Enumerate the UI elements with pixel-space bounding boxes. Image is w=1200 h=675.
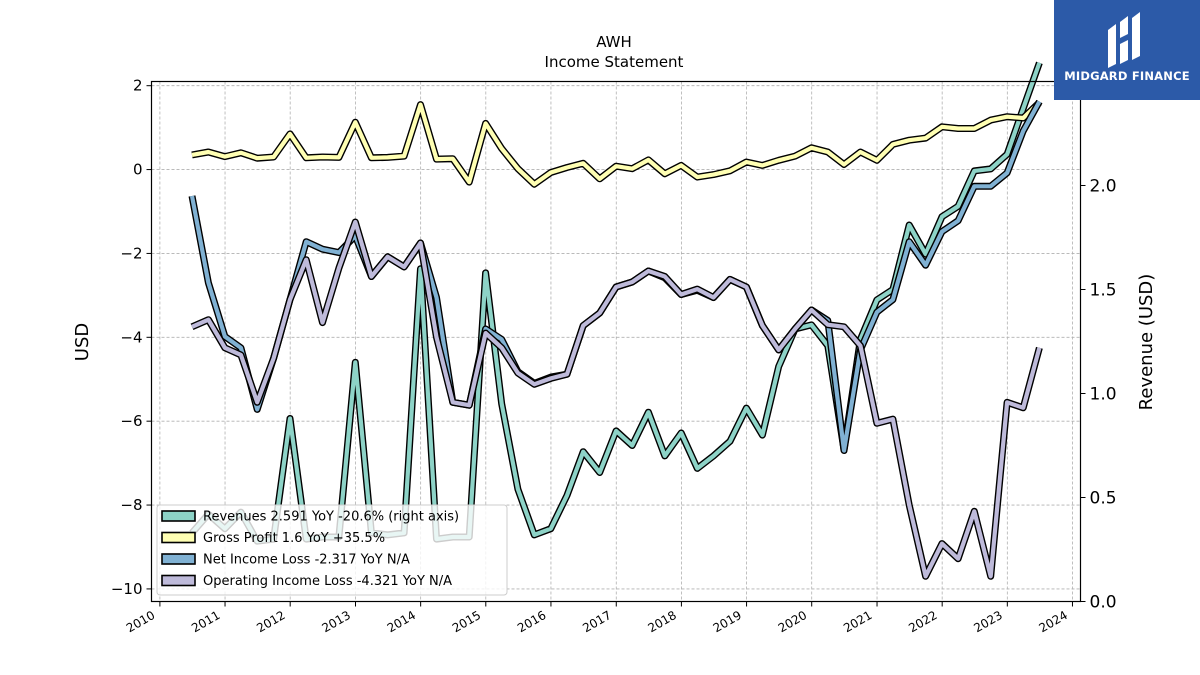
y-tick-label-left: −2 bbox=[120, 244, 142, 262]
x-tick-label: 2018 bbox=[645, 608, 678, 635]
x-tick-label: 2021 bbox=[841, 608, 874, 635]
legend-item: Net Income Loss -2.317 YoY N/A bbox=[161, 553, 410, 568]
midgard-finance-logo: MIDGARD FINANCE bbox=[1054, 0, 1200, 100]
legend-label: Operating Income Loss -4.321 YoY N/A bbox=[203, 574, 452, 589]
legend-item: Operating Income Loss -4.321 YoY N/A bbox=[161, 574, 452, 589]
legend-label: Gross Profit 1.6 YoY +35.5% bbox=[203, 531, 385, 546]
x-tick-label: 2022 bbox=[906, 608, 939, 635]
y-tick-label-left: 0 bbox=[133, 161, 143, 179]
x-tick-label: 2019 bbox=[711, 608, 744, 635]
x-tick-label: 2020 bbox=[776, 608, 809, 635]
legend: Revenues 2.591 YoY -20.6% (right axis) Gr… bbox=[156, 504, 508, 596]
y-tick-label-right: 0.0 bbox=[1090, 593, 1117, 613]
legend-swatch bbox=[161, 553, 196, 565]
series-lines bbox=[188, 61, 1043, 580]
x-tick-label: 2016 bbox=[515, 608, 548, 635]
midgard-logo-icon bbox=[1108, 12, 1140, 68]
y-axis-label-left: USD bbox=[72, 323, 93, 361]
chart-subtitle: Income Statement bbox=[545, 53, 684, 71]
series-gross-profit bbox=[191, 99, 1042, 188]
chart-title: AWH bbox=[596, 33, 632, 51]
legend-item: Gross Profit 1.6 YoY +35.5% bbox=[161, 531, 385, 546]
x-tick-label: 2012 bbox=[254, 608, 287, 635]
y-axis-label-right: Revenue (USD) bbox=[1136, 274, 1157, 411]
y-tick-label-right: 1.0 bbox=[1090, 385, 1117, 405]
legend-swatch bbox=[161, 531, 196, 544]
x-tick-label: 2023 bbox=[971, 608, 1004, 635]
y-tick-label-left: −4 bbox=[120, 328, 142, 346]
legend-swatch bbox=[161, 574, 196, 587]
y-tick-label-right: 1.5 bbox=[1090, 281, 1117, 301]
y-tick-label-left: −8 bbox=[120, 496, 142, 514]
x-tick-label: 2013 bbox=[320, 608, 353, 635]
series-operating-income-loss bbox=[190, 218, 1043, 580]
legend-label: Net Income Loss -2.317 YoY N/A bbox=[203, 553, 410, 568]
legend-box bbox=[156, 504, 508, 596]
x-tick-label: 2017 bbox=[580, 608, 613, 635]
legend-swatch bbox=[161, 510, 196, 522]
y-tick-label-right: 0.5 bbox=[1090, 489, 1117, 509]
x-tick-label: 2014 bbox=[385, 608, 418, 635]
x-tick-label: 2011 bbox=[189, 608, 222, 635]
y-tick-label-left: 2 bbox=[133, 77, 143, 95]
series-outline bbox=[191, 99, 1042, 188]
x-tick-label: 2015 bbox=[450, 608, 483, 635]
series-line bbox=[191, 100, 1041, 187]
x-tick-label: 2010 bbox=[124, 608, 157, 635]
y-tick-label-left: −6 bbox=[120, 412, 142, 430]
x-tick-label: 2024 bbox=[1037, 608, 1070, 635]
logo-text: MIDGARD FINANCE bbox=[1064, 69, 1190, 83]
legend-item: Revenues 2.591 YoY -20.6% (right axis) bbox=[161, 510, 459, 525]
y-tick-label-right: 2.0 bbox=[1090, 177, 1117, 197]
y-tick-label-left: −10 bbox=[111, 580, 143, 598]
series-line bbox=[191, 219, 1042, 579]
legend-label: Revenues 2.591 YoY -20.6% (right axis) bbox=[203, 510, 459, 525]
